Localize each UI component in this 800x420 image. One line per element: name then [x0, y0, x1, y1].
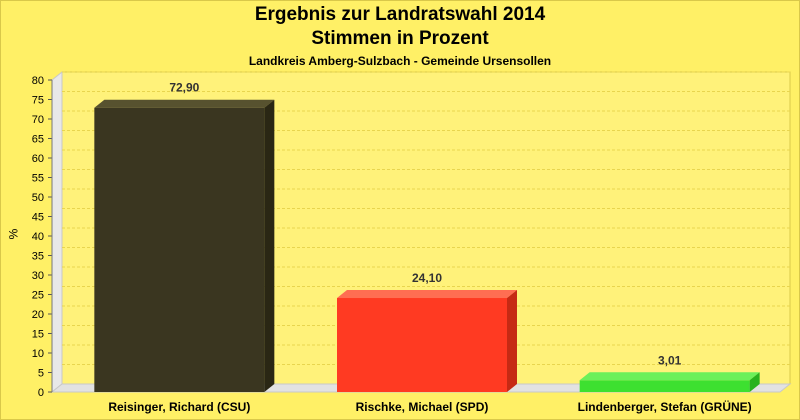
y-tick-label: 10 [32, 348, 44, 360]
x-tick-label: Lindenberger, Stefan (GRÜNE) [578, 399, 752, 414]
y-tick-label: 80 [32, 75, 44, 87]
bar [579, 380, 750, 392]
bar-side [749, 372, 760, 392]
y-tick-label: 0 [38, 387, 44, 399]
y-tick-label: 25 [32, 290, 44, 302]
y-tick-label: 75 [32, 95, 44, 107]
y-tick-label: 55 [32, 173, 44, 185]
chart-title: Ergebnis zur Landratswahl 2014 [254, 4, 546, 25]
y-tick-label: 45 [32, 212, 44, 224]
bar-top [94, 99, 275, 108]
bar-side [264, 99, 275, 392]
y-tick-label: 40 [32, 231, 44, 243]
bar-side [507, 290, 517, 392]
y-tick-label: 70 [32, 114, 44, 126]
chart-caption: Landkreis Amberg-Sulzbach - Gemeinde Urs… [248, 54, 552, 68]
y-tick-label: 20 [32, 309, 44, 321]
data-label: 24,10 [412, 271, 442, 285]
y-tick-label: 65 [32, 134, 44, 146]
x-tick-label: Rischke, Michael (SPD) [356, 400, 489, 414]
y-tick-label: 15 [32, 329, 44, 341]
bar [337, 298, 507, 392]
y-tick-label: 5 [38, 368, 44, 380]
y-tick-label: 30 [32, 270, 44, 282]
chart-subtitle: Stimmen in Prozent [311, 28, 489, 49]
y-tick-label: 50 [32, 192, 44, 204]
x-tick-label: Reisinger, Richard (CSU) [108, 400, 250, 414]
y-tick-label: 35 [32, 251, 44, 263]
y-axis-label: % [6, 228, 21, 240]
data-label: 3,01 [658, 353, 682, 367]
y-tick-label: 60 [32, 153, 44, 165]
bar-top [337, 290, 517, 299]
bar-top [579, 372, 760, 381]
bar [94, 107, 265, 392]
data-label: 72,90 [169, 81, 199, 95]
left-wall [51, 70, 63, 394]
